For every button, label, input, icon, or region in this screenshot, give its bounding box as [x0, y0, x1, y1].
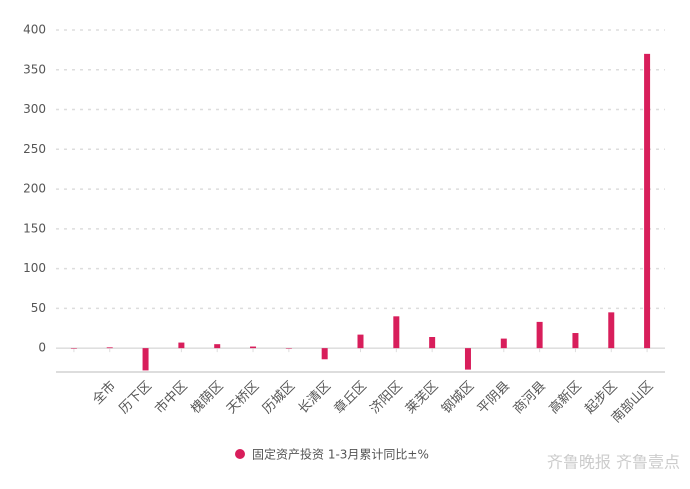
x-tick-label: 章丘区 — [331, 378, 370, 417]
y-tick-label: 100 — [23, 261, 46, 275]
bar — [429, 337, 436, 349]
y-tick-label: 200 — [23, 182, 46, 196]
legend-label: 固定资产投资 1-3月累计同比±% — [252, 447, 429, 462]
y-tick-label: 150 — [23, 221, 46, 235]
y-tick-label: 0 — [38, 341, 46, 355]
bar — [142, 348, 149, 371]
x-tick-label: 钢城区 — [439, 379, 477, 417]
x-tick-label: 高新区 — [546, 378, 585, 417]
x-tick-label: 莱芜区 — [403, 379, 441, 417]
x-tick-label: 平阴县 — [475, 379, 513, 417]
bar — [178, 342, 185, 349]
legend-marker — [235, 449, 245, 459]
x-tick-label: 天桥区 — [224, 379, 262, 417]
bar — [357, 334, 364, 349]
bar — [106, 347, 113, 349]
x-tick-label: 历城区 — [260, 379, 298, 417]
bar — [321, 348, 328, 360]
y-tick-label: 300 — [23, 102, 46, 116]
y-tick-label: 350 — [23, 62, 46, 76]
x-tick-label: 长清区 — [296, 379, 334, 417]
x-tick-label: 全市 — [89, 378, 119, 408]
bar — [214, 344, 221, 349]
bar — [644, 53, 651, 349]
bar — [572, 333, 579, 349]
bar — [250, 346, 257, 349]
y-tick-label: 400 — [23, 23, 46, 37]
bar — [500, 338, 507, 349]
bar — [393, 316, 400, 349]
bar — [464, 348, 471, 370]
x-tick-label: 济阳区 — [367, 379, 405, 417]
bar — [70, 348, 77, 349]
x-tick-label: 历下区 — [117, 379, 155, 417]
watermark: 齐鲁晚报 齐鲁壹点 — [547, 453, 680, 472]
bar — [608, 312, 615, 349]
y-tick-label: 250 — [23, 142, 46, 156]
x-tick-label: 槐荫区 — [188, 378, 227, 417]
bar — [285, 348, 292, 349]
x-tick-label: 商河县 — [511, 379, 549, 417]
y-tick-label: 50 — [31, 301, 46, 315]
x-tick-label: 市中区 — [152, 378, 191, 417]
bar — [536, 321, 543, 349]
